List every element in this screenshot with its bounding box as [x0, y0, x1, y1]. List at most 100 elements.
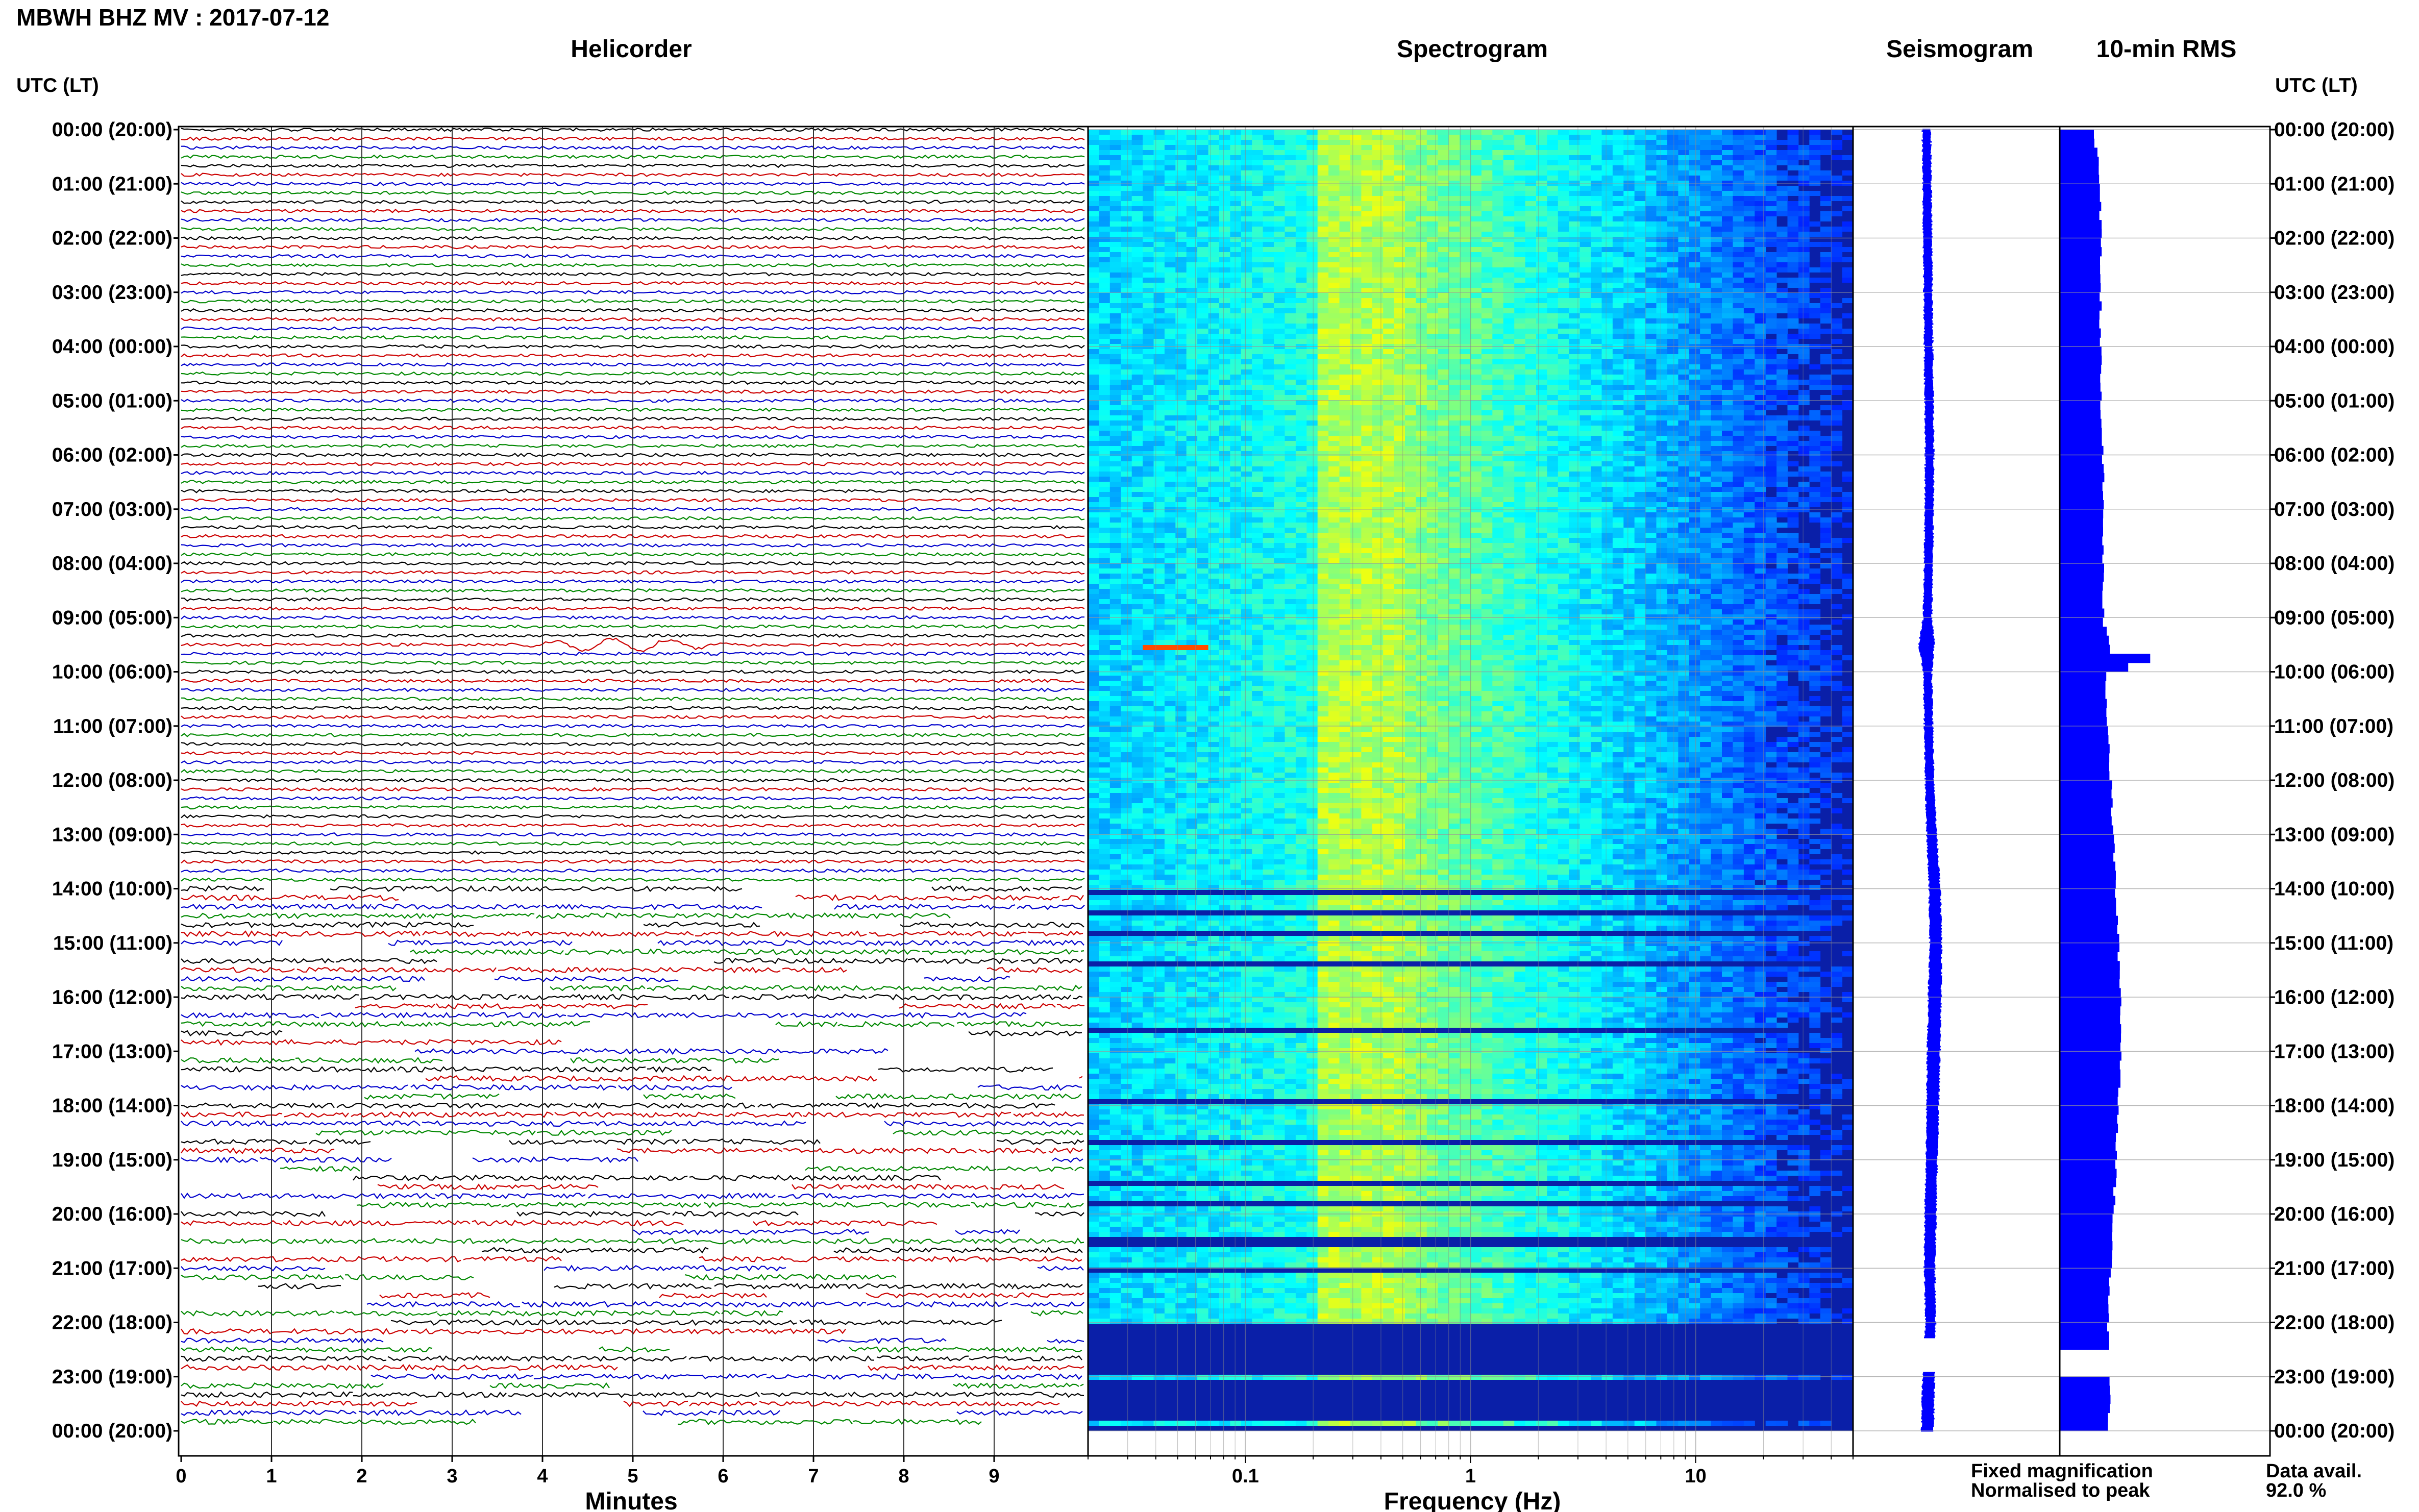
spectrogram-cell	[1569, 466, 1580, 472]
spectrogram-cell	[1482, 242, 1493, 247]
spectrogram-cell	[1394, 237, 1405, 242]
spectrogram-cell	[1809, 191, 1820, 196]
spectrogram-cell	[1547, 165, 1558, 170]
spectrogram-cell	[1208, 140, 1220, 145]
spectrogram-cell	[1831, 415, 1842, 420]
spectrogram-cell	[1492, 242, 1503, 247]
spectrogram-cell	[1132, 390, 1143, 395]
spectrogram-cell	[1143, 201, 1154, 206]
spectrogram-cell	[1143, 165, 1154, 170]
spectrogram-cell	[1306, 252, 1318, 257]
spectrogram-cell	[1482, 410, 1493, 415]
spectrogram-cell	[1536, 487, 1547, 492]
spectrogram-cell	[1449, 165, 1460, 170]
spectrogram-cell	[1536, 186, 1547, 191]
spectrogram-cell	[1503, 410, 1515, 415]
spectrogram-cell	[1580, 436, 1591, 441]
spectrogram-cell	[1154, 201, 1165, 206]
spectrogram-cell	[1449, 232, 1460, 237]
spectrogram-cell	[1208, 242, 1220, 247]
spectrogram-cell	[1755, 298, 1766, 303]
spectrogram-cell	[1776, 293, 1788, 298]
spectrogram-cell	[1558, 140, 1569, 145]
spectrogram-cell	[1776, 262, 1788, 267]
spectrogram-cell	[1460, 497, 1471, 502]
spectrogram-cell	[1219, 431, 1230, 436]
rms-panel-title: 10-min RMS	[2096, 36, 2237, 63]
spectrogram-cell	[1820, 201, 1832, 206]
spectrogram-cell	[1252, 308, 1263, 313]
spectrogram-cell	[1361, 283, 1372, 288]
spectrogram-cell	[1165, 298, 1176, 303]
spectrogram-cell	[1241, 395, 1252, 400]
spectrogram-cell	[1657, 487, 1668, 492]
spectrogram-cell	[1296, 186, 1307, 191]
spectrogram-cell	[1383, 461, 1394, 466]
spectrogram-cell	[1165, 482, 1176, 487]
spectrogram-cell	[1427, 431, 1438, 436]
spectrogram-cell	[1350, 267, 1362, 272]
spectrogram-cell	[1361, 461, 1372, 466]
spectrogram-cell	[1197, 456, 1208, 461]
spectrogram-cell	[1733, 446, 1744, 451]
spectrogram-cell	[1788, 262, 1799, 267]
spectrogram-cell	[1165, 216, 1176, 221]
spectrogram-cell	[1165, 461, 1176, 466]
spectrogram-cell	[1711, 472, 1722, 477]
spectrogram-cell	[1427, 436, 1438, 441]
spectrogram-cell	[1438, 487, 1449, 492]
spectrogram-cell	[1536, 334, 1547, 339]
spectrogram-cell	[1798, 252, 1810, 257]
spectrogram-cell	[1482, 196, 1493, 201]
spectrogram-cell	[1798, 472, 1810, 477]
spectrogram-cell	[1208, 369, 1220, 375]
spectrogram-cell	[1602, 293, 1613, 298]
spectrogram-cell	[1492, 135, 1503, 140]
spectrogram-cell	[1514, 369, 1525, 375]
spectrogram-cell	[1514, 267, 1525, 272]
spectrogram-cell	[1547, 472, 1558, 477]
spectrogram-cell	[1558, 436, 1569, 441]
time-label-left: 23:00 (19:00)	[52, 1366, 172, 1388]
spectrogram-cell	[1132, 160, 1143, 165]
spectrogram-cell	[1197, 415, 1208, 420]
spectrogram-cell	[1405, 405, 1416, 410]
spectrogram-cell	[1635, 446, 1646, 451]
spectrogram-cell	[1657, 181, 1668, 186]
spectrogram-cell	[1175, 181, 1187, 186]
spectrogram-cell	[1285, 487, 1296, 492]
spectrogram-cell	[1372, 369, 1384, 375]
spectrogram-cell	[1613, 130, 1624, 135]
spectrogram-cell	[1667, 186, 1679, 191]
spectrogram-cell	[1558, 426, 1569, 431]
spectrogram-cell	[1547, 308, 1558, 313]
spectrogram-cell	[1099, 477, 1110, 482]
spectrogram-cell	[1558, 349, 1569, 354]
spectrogram-cell	[1416, 369, 1427, 375]
spectrogram-cell	[1372, 135, 1384, 140]
spectrogram-cell	[1580, 186, 1591, 191]
spectrogram-cell	[1503, 329, 1515, 334]
spectrogram-cell	[1689, 446, 1700, 451]
spectrogram-cell	[1361, 405, 1372, 410]
spectrogram-cell	[1492, 364, 1503, 369]
spectrogram-cell	[1175, 441, 1187, 446]
spectrogram-cell	[1088, 262, 1099, 267]
spectrogram-cell	[1405, 354, 1416, 359]
spectrogram-cell	[1219, 272, 1230, 278]
spectrogram-cell	[1263, 160, 1274, 165]
spectrogram-cell	[1798, 272, 1810, 278]
spectrogram-cell	[1175, 252, 1187, 257]
spectrogram-cell	[1350, 165, 1362, 170]
spectrogram-cell	[1689, 349, 1700, 354]
spectrogram-cell	[1187, 252, 1198, 257]
spectrogram-cell	[1165, 385, 1176, 390]
spectrogram-cell	[1175, 415, 1187, 420]
spectrogram-cell	[1165, 227, 1176, 232]
spectrogram-cell	[1394, 318, 1405, 324]
spectrogram-cell	[1165, 130, 1176, 135]
spectrogram-cell	[1755, 303, 1766, 308]
spectrogram-cell	[1121, 375, 1132, 380]
spectrogram-cell	[1460, 145, 1471, 150]
spectrogram-cell	[1635, 318, 1646, 324]
